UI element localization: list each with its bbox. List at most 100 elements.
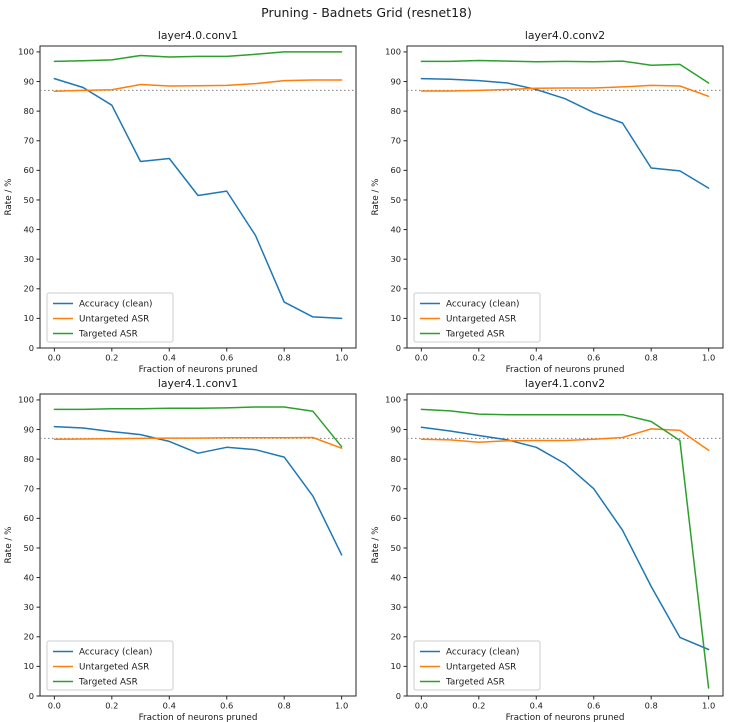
y-tick-label: 30 [23,254,34,264]
y-tick-label: 0 [29,691,34,701]
y-tick-label: 60 [23,165,34,175]
legend-box [46,292,174,343]
line-accuracy-clean [53,77,343,320]
x-axis-label: Fraction of neurons pruned [506,713,625,722]
x-axis-label: Fraction of neurons pruned [139,713,258,722]
chart-canvas-layer4-1-conv1: layer4.1.conv1 0 10 20 30 40 50 60 70 80 90 100 0.0 0… [4,377,357,722]
y-tick-label: 0 [396,691,401,701]
line-targeted-asr [420,59,710,84]
x-axis-label: Fraction of neurons pruned [506,365,625,374]
legend-label-untargeted-asr: Untargeted ASR [79,663,149,673]
x-tick-label: 0.2 [105,353,118,363]
y-tick-label: 50 [390,543,401,553]
y-tick-label: 80 [23,106,34,116]
subplot-title: layer4.1.conv1 [158,377,238,390]
x-tick-label: 0.4 [163,353,176,363]
y-tick-label: 40 [23,572,34,582]
y-tick-label: 20 [23,284,34,294]
subplot-layer4-1-conv2: layer4.1.conv2 0 10 20 30 40 50 60 70 80 90 100 0.0 0… [367,374,733,722]
y-tick-label: 80 [390,454,401,464]
subplot-layer4-0-conv2: layer4.0.conv2 0 10 20 30 40 50 60 70 80 90 100 0.0 0… [367,26,733,374]
y-tick-label: 60 [390,513,401,523]
legend-box [413,640,541,691]
x-tick-label: 0.4 [530,701,543,711]
x-tick-label: 0.8 [278,353,291,363]
y-tick-label: 20 [390,284,401,294]
legend-label-targeted-asr: Targeted ASR [445,678,505,688]
y-tick-label: 10 [23,313,34,323]
chart-canvas-layer4-0-conv2: layer4.0.conv2 0 10 20 30 40 50 60 70 80 90 100 0.0 0… [371,29,724,374]
x-tick-label: 0.8 [645,353,658,363]
legend: Accuracy (clean) Untargeted ASR Targeted A… [413,292,541,343]
subplot-grid: layer4.0.conv1 0 10 20 30 40 50 60 70 80 90 100 0.0 0… [0,26,733,722]
y-tick-label: 90 [23,424,34,434]
legend-box [413,292,541,343]
y-tick-label: 80 [390,106,401,116]
y-tick-label: 10 [23,661,34,671]
x-tick-label: 0.8 [645,701,658,711]
y-tick-label: 40 [390,224,401,234]
legend: Accuracy (clean) Untargeted ASR Targeted A… [413,640,541,691]
x-axis-label: Fraction of neurons pruned [139,365,258,374]
y-axis-label: Rate / % [371,526,381,563]
y-tick-label: 60 [390,165,401,175]
line-targeted-asr [53,51,343,63]
y-tick-label: 100 [18,47,34,57]
y-tick-label: 10 [390,661,401,671]
line-untargeted-asr [53,436,343,449]
x-tick-label: 0.2 [472,353,485,363]
legend-label-accuracy-clean: Accuracy (clean) [79,300,152,310]
x-tick-label: 0.6 [220,353,233,363]
y-tick-label: 30 [23,602,34,612]
line-untargeted-asr [420,84,710,98]
y-tick-label: 30 [390,254,401,264]
line-targeted-asr [53,406,343,448]
line-accuracy-clean [420,77,710,189]
x-tick-label: 0.6 [587,353,600,363]
y-tick-label: 60 [23,513,34,523]
axes-frame [406,45,724,349]
legend-label-targeted-asr: Targeted ASR [445,330,505,340]
x-tick-label: 0.8 [278,701,291,711]
y-tick-label: 70 [23,484,34,494]
y-tick-label: 40 [23,224,34,234]
legend-box [46,640,174,691]
y-axis-label: Rate / % [4,526,14,563]
y-tick-label: 40 [390,572,401,582]
line-targeted-asr [420,408,710,689]
chart-canvas-layer4-0-conv1: layer4.0.conv1 0 10 20 30 40 50 60 70 80 90 100 0.0 0… [4,29,357,374]
legend-label-accuracy-clean: Accuracy (clean) [446,648,519,658]
y-tick-label: 50 [390,195,401,205]
legend-label-untargeted-asr: Untargeted ASR [446,315,516,325]
x-tick-label: 1.0 [702,353,715,363]
legend: Accuracy (clean) Untargeted ASR Targeted A… [46,640,174,691]
line-accuracy-clean [420,426,710,651]
x-tick-label: 0.4 [530,353,543,363]
subplot-title: layer4.0.conv1 [158,29,238,42]
subplot-title: layer4.0.conv2 [525,29,605,42]
chart-canvas-layer4-1-conv2: layer4.1.conv2 0 10 20 30 40 50 60 70 80 90 100 0.0 0… [371,377,724,722]
y-tick-label: 100 [18,395,34,405]
axes-frame [39,45,357,349]
line-untargeted-asr [420,428,710,452]
y-tick-label: 50 [23,195,34,205]
legend-label-untargeted-asr: Untargeted ASR [446,663,516,673]
legend-label-accuracy-clean: Accuracy (clean) [446,300,519,310]
legend-label-accuracy-clean: Accuracy (clean) [79,648,152,658]
x-tick-label: 0.2 [105,701,118,711]
x-tick-label: 0.6 [587,701,600,711]
x-tick-label: 0.0 [48,701,61,711]
y-tick-label: 30 [390,602,401,612]
y-tick-label: 10 [390,313,401,323]
y-axis-label: Rate / % [4,178,14,215]
subplot-title: layer4.1.conv2 [525,377,605,390]
y-tick-label: 70 [390,484,401,494]
y-tick-label: 90 [390,424,401,434]
x-tick-label: 0.6 [220,701,233,711]
subplot-layer4-0-conv1: layer4.0.conv1 0 10 20 30 40 50 60 70 80 90 100 0.0 0… [0,26,366,374]
axes-frame [406,393,724,697]
subplot-layer4-1-conv1: layer4.1.conv1 0 10 20 30 40 50 60 70 80 90 100 0.0 0… [0,374,366,722]
y-tick-label: 70 [23,136,34,146]
axes-frame [39,393,357,697]
